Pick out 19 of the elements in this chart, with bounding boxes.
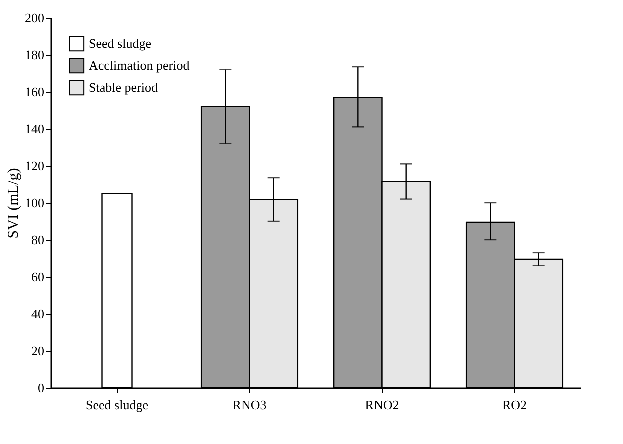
y-tick-label: 20 [32, 344, 44, 358]
x-tick-label: RNO3 [232, 398, 267, 412]
y-tick-label: 200 [25, 10, 44, 26]
y-tick-label: 0 [38, 380, 44, 396]
y-axis-title: SVI (mL/g) [6, 168, 22, 239]
y-tick-label: 80 [32, 232, 44, 248]
y-tick-label: 180 [25, 48, 44, 62]
y-tick-label: 100 [25, 196, 44, 210]
y-tick-label: 160 [25, 84, 44, 100]
legend-label: Stable period [89, 80, 158, 95]
x-tick-label: RO2 [502, 398, 528, 412]
y-tick-label: 60 [32, 270, 44, 284]
x-tick-label: RNO2 [365, 398, 400, 412]
x-tick-label: Seed sludge [86, 398, 149, 412]
y-tick-label: 120 [25, 158, 44, 174]
legend-label: Seed sludge [89, 36, 152, 51]
y-tick-label: 40 [32, 306, 44, 322]
legend-label: Acclimation period [89, 58, 190, 73]
y-tick-label: 140 [25, 122, 44, 136]
